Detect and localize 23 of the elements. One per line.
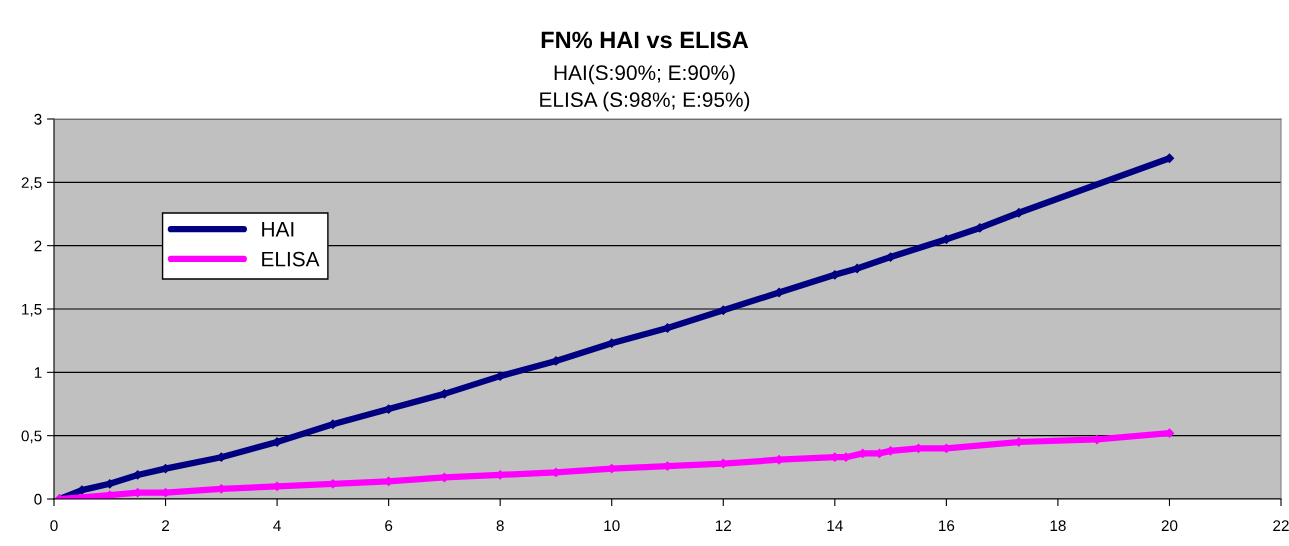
x-tick-label: 6 <box>385 520 393 532</box>
x-tick-label: 8 <box>496 520 504 532</box>
y-tick-label: 2 <box>34 240 42 252</box>
legend-label: ELISA <box>262 251 320 267</box>
chart-subtitle: HAI(S:90%; E:90%) ELISA (S:98%; E:95%) <box>540 64 750 112</box>
legend-label: HAI <box>262 222 294 237</box>
y-tick-label: 0,5 <box>21 430 42 444</box>
x-tick-label: 12 <box>715 520 731 531</box>
y-tick-label: 0 <box>34 493 42 505</box>
x-tick-label: 4 <box>273 520 281 531</box>
x-tick-label: 0 <box>50 520 58 532</box>
chart-title: FN% HAI vs ELISA <box>541 31 749 49</box>
x-tick-label: 16 <box>939 520 955 532</box>
x-tick-label: 2 <box>162 520 170 531</box>
x-tick-label: 10 <box>604 520 620 532</box>
y-tick-label: 1 <box>34 367 42 378</box>
y-tick-label: 1,5 <box>22 304 42 317</box>
y-tick-label: 2,5 <box>21 177 42 190</box>
x-tick-label: 22 <box>1273 520 1289 531</box>
x-tick-label: 14 <box>827 520 843 531</box>
x-tick-label: 20 <box>1161 520 1178 532</box>
x-tick-label: 18 <box>1050 520 1066 532</box>
y-tick-label: 3 <box>34 113 42 125</box>
